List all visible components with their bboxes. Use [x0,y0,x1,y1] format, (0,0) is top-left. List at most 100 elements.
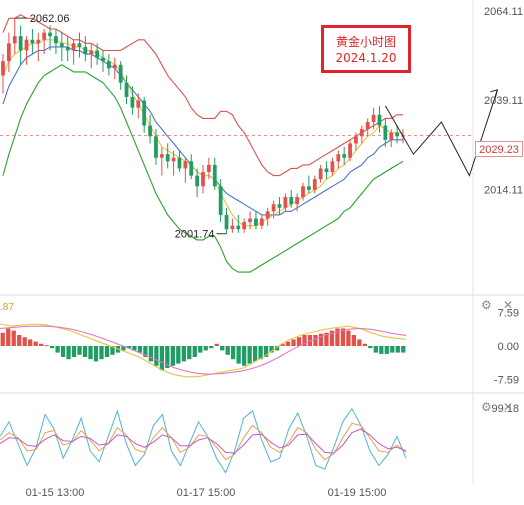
candle-body [154,136,158,158]
macd-bar [313,335,318,346]
macd-bar [192,346,197,357]
candle-body [1,61,5,76]
candle-body [377,114,382,126]
candle-body [265,211,270,219]
macd-settings-gear-icon[interactable]: ⚙ [481,298,492,312]
candle-body [59,43,64,47]
macd-bar [236,346,241,364]
candle-body [165,154,170,162]
macd-bar [252,346,258,362]
oscillator-close-icon[interactable]: ✕ [503,400,514,414]
candle-body [342,154,347,158]
overlay-line-1 [2,64,404,273]
candle-body [307,186,311,190]
candle-body [277,204,282,208]
macd-bar [362,343,367,346]
macd-bar [280,343,285,346]
macd-bar [6,328,11,346]
candle-body [42,32,47,40]
candle-body [83,46,88,55]
candle-body [383,125,388,140]
candle-body [7,43,11,62]
macd-bar [99,346,104,360]
macd-bar [17,335,22,346]
macd-y-tick-0: 7.59 [498,308,519,320]
macd-bar [231,346,236,360]
macd-bar [285,341,291,346]
candle-body [236,225,241,230]
candle-body [159,154,164,158]
oscillator-settings-gear-icon[interactable]: ⚙ [481,400,492,414]
macd-bar [126,346,132,349]
macd-bar [351,335,357,346]
macd-bar [225,346,230,355]
candle-body [207,164,211,173]
macd-bar [214,343,219,346]
candle-body [389,132,394,140]
macd-bar [247,346,252,364]
candle-body [365,121,370,130]
candle-body [107,61,111,69]
overlay-line-0 [2,14,403,177]
candle-body [130,96,135,108]
macd-bar [263,346,269,357]
macd-left-label: .87 [0,302,14,313]
high-marker-label: 2062.06 [30,13,70,25]
macd-bar [329,330,335,346]
candle-body [89,50,94,55]
candle-body [212,164,217,187]
candle-body [136,100,141,108]
main-y-tick-0: 2064.11 [484,6,523,18]
annotation-box: 黄金小时图 2024.1.20 [321,25,411,73]
candle-body [18,36,23,51]
candle-body [124,82,129,97]
current-price-tag: 2029.23 [475,141,523,157]
candle-body [242,222,247,230]
macd-bar [335,328,340,346]
candle-body [301,186,305,198]
macd-bar [318,333,324,346]
oscillator-line-0 [0,407,407,474]
macd-bar [357,339,362,346]
macd-bar [187,346,192,360]
macd-bar [242,346,247,366]
candle-body [71,43,76,51]
macd-bar [55,346,60,353]
annotation-title: 黄金小时图 [335,35,396,49]
macd-bar [93,346,99,362]
macd-bar [373,346,378,353]
x-tick-0: 01-15 13:00 [26,487,85,499]
candle-body [312,179,317,190]
candle-body [283,197,288,208]
macd-bar [209,346,214,349]
candle-body [183,161,188,169]
oscillator-line-2 [0,428,407,454]
macd-bar [176,346,181,364]
macd-bar [291,339,296,346]
macd-panel [0,323,407,378]
macd-bar [39,343,44,346]
macd-bar [44,345,49,347]
macd-bar [104,346,110,357]
macd-bar [22,337,27,346]
candle-body [77,43,82,47]
macd-line-0 [0,323,407,378]
macd-bar [11,330,16,346]
macd-bar [154,346,159,366]
macd-bar [71,346,77,357]
macd-bar [346,330,351,346]
macd-bar [302,335,307,346]
macd-bar [137,346,143,353]
macd-close-icon[interactable]: ✕ [503,298,514,312]
macd-bar [159,346,164,371]
candle-body [359,129,364,137]
candle-body [295,197,299,205]
candle-body [101,57,105,62]
oscillator-panel [0,407,407,474]
macd-bar [148,346,154,362]
macd-bar [170,346,175,366]
candle-body [30,39,35,44]
macd-bar [220,346,225,351]
